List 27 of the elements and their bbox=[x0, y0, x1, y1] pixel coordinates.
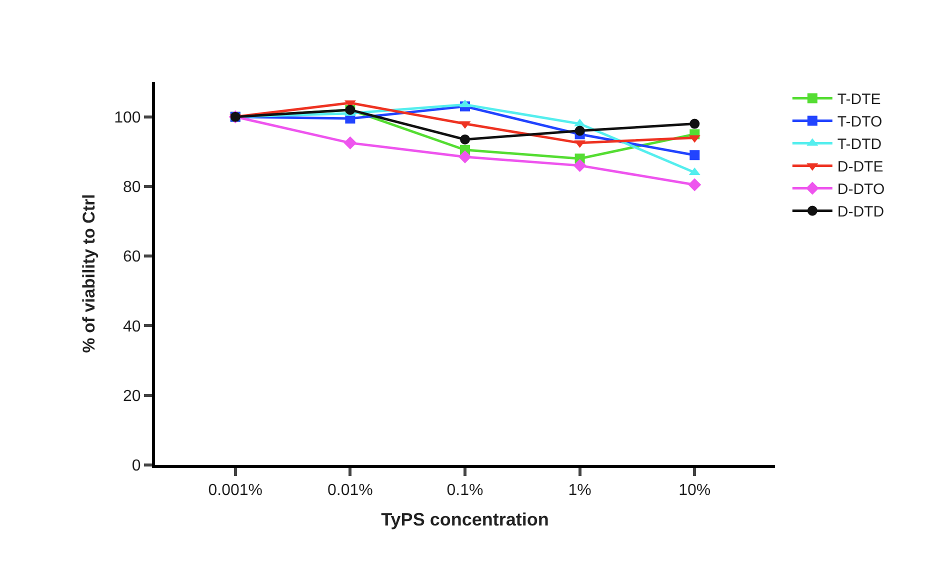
y-tick-label: 40 bbox=[123, 318, 141, 336]
x-tick-label: 1% bbox=[568, 482, 592, 500]
x-axis-title: TyPS concentration bbox=[381, 509, 549, 530]
point bbox=[574, 126, 585, 136]
legend-label: T-DTD bbox=[837, 136, 882, 154]
legend-label: T-DTE bbox=[837, 91, 881, 108]
point bbox=[344, 136, 357, 150]
x-tick-label: 0.001% bbox=[208, 482, 263, 500]
point bbox=[460, 134, 470, 144]
y-tick-label: 100 bbox=[114, 109, 141, 126]
x-tick-label: 0.1% bbox=[446, 482, 484, 500]
legend-label: D-DTD bbox=[837, 204, 884, 221]
legend-label: D-DTO bbox=[837, 181, 885, 198]
point bbox=[688, 178, 702, 192]
y-tick-label: 80 bbox=[123, 179, 141, 196]
point bbox=[458, 150, 472, 164]
x-tick-label: 10% bbox=[678, 482, 711, 500]
point bbox=[690, 150, 700, 160]
point bbox=[690, 118, 700, 129]
y-axis-title: % of viability to Ctrl bbox=[80, 194, 99, 353]
y-tick-label: 0 bbox=[132, 458, 141, 475]
legend-label: D-DTE bbox=[837, 158, 884, 176]
x-tick-label: 0.01% bbox=[328, 482, 373, 500]
legend-label: T-DTO bbox=[837, 114, 882, 131]
y-tick-label: 20 bbox=[123, 388, 141, 405]
point bbox=[573, 159, 586, 172]
y-tick-label: 60 bbox=[123, 248, 141, 266]
